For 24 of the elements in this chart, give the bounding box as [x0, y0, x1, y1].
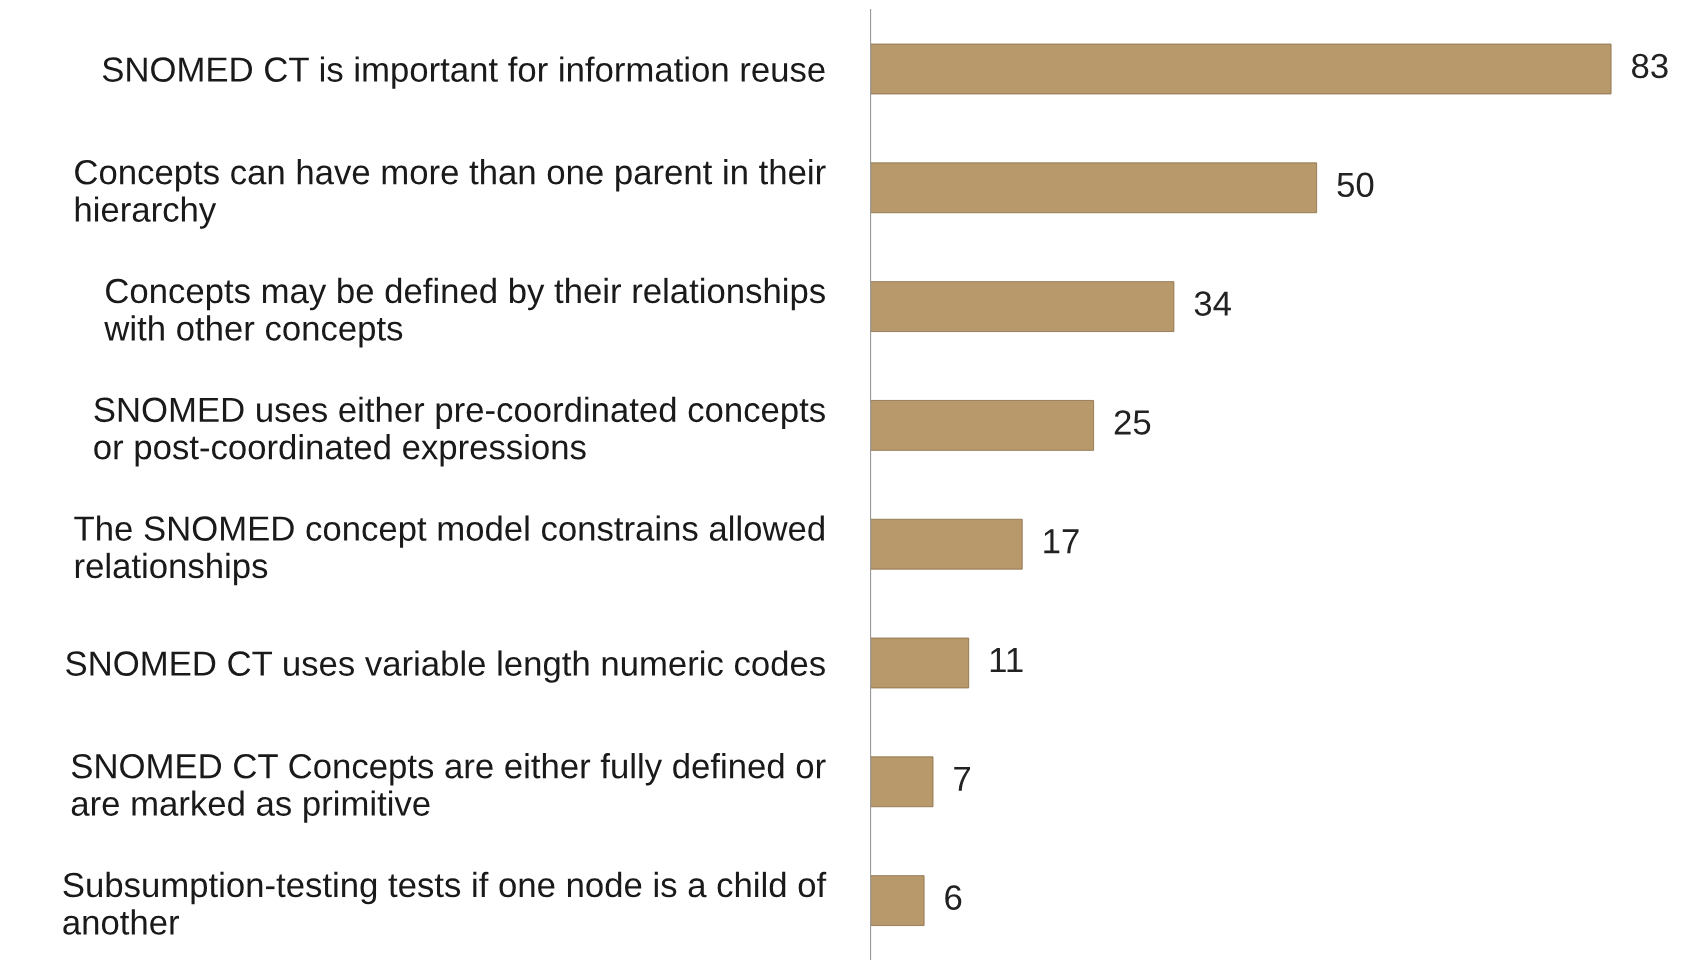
data-label: 17	[1044, 529, 1079, 554]
y-tick-label: SNOMED CT Concepts are either fully defined or are marked as primitive	[71, 753, 826, 823]
y-tick-label: Concepts may be defined by their relationships with other concepts	[104, 277, 825, 348]
data-label: 7	[954, 766, 971, 791]
bar	[870, 281, 1175, 332]
bar	[870, 518, 1023, 570]
data-label: 6	[945, 885, 962, 910]
bar	[870, 43, 1612, 95]
data-label: 25	[1114, 410, 1151, 435]
y-tick-label: Subsumption-testing tests if one node is a child of another	[63, 871, 827, 935]
y-tick-label: Concepts can have more than one parent in their hierarchy	[75, 159, 826, 229]
bar	[870, 875, 925, 926]
data-label: 34	[1194, 291, 1231, 316]
y-tick-label: The SNOMED concept model constrains allowed relationships	[74, 515, 824, 586]
bar	[870, 400, 1095, 451]
bar	[870, 756, 934, 808]
data-label: 83	[1632, 53, 1668, 79]
bar	[870, 162, 1318, 214]
y-tick-label: SNOMED CT uses variable length numeric codes	[66, 650, 825, 683]
data-label: 50	[1337, 172, 1374, 198]
bar	[870, 637, 970, 689]
y-tick-label: SNOMED uses either pre-coordinated concepts or post-coordinated expressions	[94, 396, 825, 467]
data-label: 11	[990, 648, 1023, 672]
y-tick-label: SNOMED CT is important for information reuse	[102, 56, 825, 89]
